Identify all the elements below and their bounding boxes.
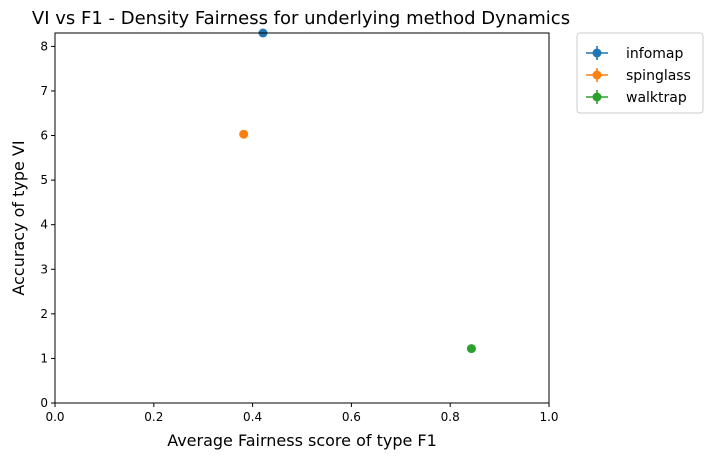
y-tick-label: 8 [40,39,48,53]
chart-title: VI vs F1 - Density Fairness for underlyi… [32,8,570,29]
y-tick-label: 2 [40,307,48,321]
legend-label-infomap: infomap [626,46,683,62]
y-axis: 0 1 2 3 4 5 6 7 8 [40,39,55,410]
y-tick-label: 3 [40,262,48,276]
legend-label-spinglass: spinglass [626,68,691,84]
y-tick-label: 4 [40,218,48,232]
x-tick-label: 1.0 [539,410,558,424]
x-axis: 0.0 0.2 0.4 0.6 0.8 1.0 [45,403,559,424]
x-tick-label: 0.4 [243,410,262,424]
legend-box [576,32,704,114]
y-tick-label: 0 [40,396,48,410]
plot-area [239,28,476,354]
legend-marker-infomap [592,48,602,58]
legend: infomap spinglass walktrap [576,32,704,114]
x-tick-label: 0.6 [342,410,361,424]
x-tick-label: 0.8 [441,410,460,424]
axes-frame [54,32,550,404]
x-tick-label: 0.2 [144,410,163,424]
y-tick-label: 1 [40,351,48,365]
legend-label-walktrap: walktrap [626,90,687,106]
legend-marker-spinglass [592,70,602,80]
legend-marker-walktrap [592,92,602,102]
x-tick-label: 0.0 [45,410,64,424]
y-axis-title: Accuracy of type VI [9,140,28,295]
y-tick-label: 5 [40,173,48,187]
x-axis-title: Average Fairness score of type F1 [167,431,437,450]
data-point-spinglass [239,129,249,139]
y-tick-label: 7 [40,84,48,98]
y-tick-label: 6 [40,129,48,143]
data-point-walktrap [466,344,476,354]
